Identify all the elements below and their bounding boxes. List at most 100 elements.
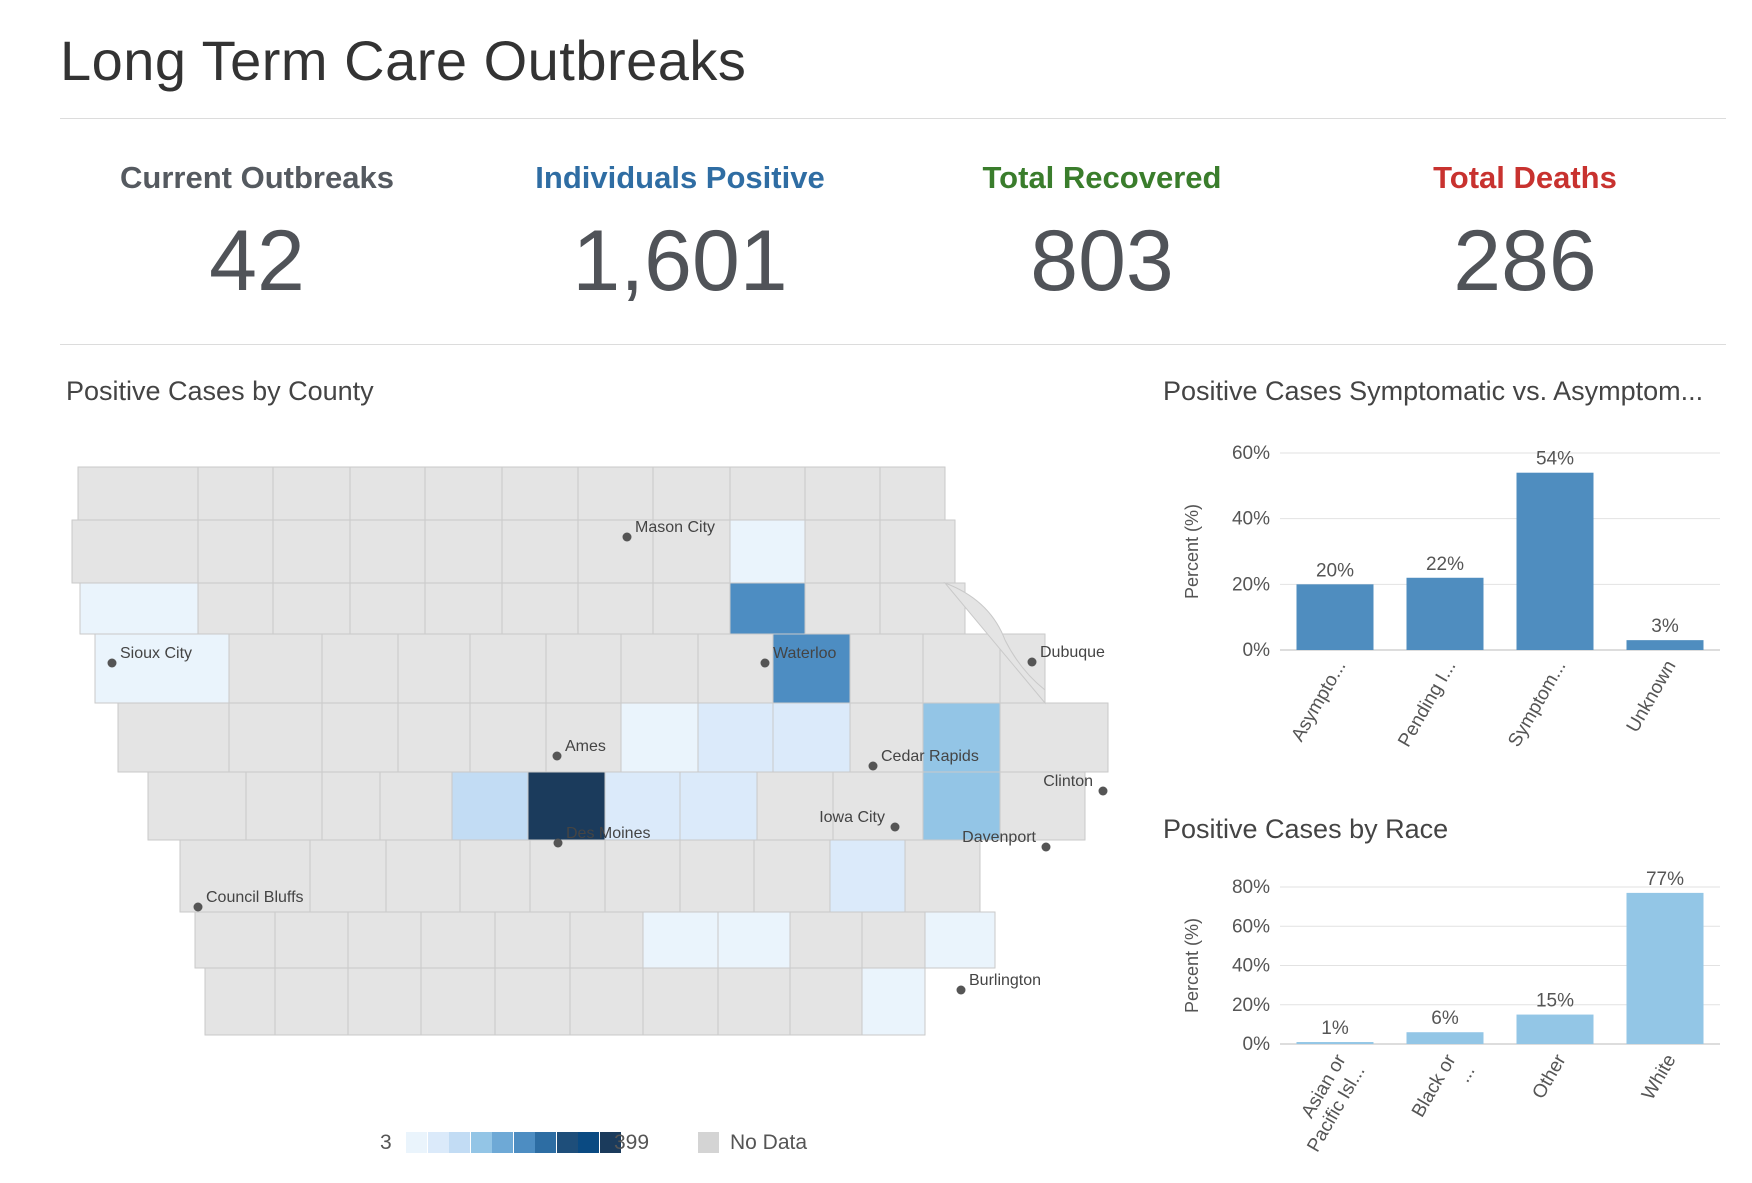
county[interactable] — [194, 911, 276, 969]
county[interactable] — [179, 839, 311, 913]
county[interactable] — [756, 771, 834, 841]
county[interactable] — [652, 519, 731, 584]
county[interactable] — [420, 967, 496, 1036]
county[interactable] — [569, 911, 644, 969]
city-marker[interactable]: Iowa City — [819, 809, 900, 832]
county[interactable] — [349, 519, 426, 584]
county[interactable] — [501, 466, 579, 521]
county[interactable] — [879, 466, 946, 521]
bar[interactable] — [1406, 1032, 1484, 1044]
county[interactable] — [753, 839, 831, 913]
county[interactable] — [697, 633, 774, 704]
county[interactable] — [545, 633, 622, 704]
bar[interactable] — [1626, 892, 1704, 1044]
county[interactable] — [347, 911, 422, 969]
county[interactable] — [397, 702, 471, 773]
county[interactable] — [117, 702, 230, 773]
county[interactable] — [77, 466, 199, 521]
city-marker[interactable]: Dubuque — [1027, 644, 1106, 667]
county[interactable] — [804, 582, 881, 635]
county[interactable] — [424, 519, 503, 584]
county[interactable] — [274, 967, 349, 1036]
county[interactable] — [772, 633, 851, 704]
county[interactable] — [804, 466, 881, 521]
county[interactable] — [729, 466, 806, 521]
county[interactable] — [272, 466, 351, 521]
county[interactable] — [879, 519, 956, 584]
bar[interactable] — [1516, 1014, 1594, 1044]
city-marker[interactable]: Des Moines — [553, 825, 651, 848]
county[interactable] — [309, 839, 387, 913]
county[interactable] — [943, 581, 1046, 705]
county[interactable] — [577, 519, 654, 584]
bar[interactable] — [1296, 584, 1374, 650]
county[interactable] — [849, 633, 924, 704]
county[interactable] — [424, 582, 503, 635]
county[interactable] — [228, 633, 323, 704]
county[interactable] — [652, 582, 731, 635]
county[interactable] — [321, 771, 381, 841]
county[interactable] — [321, 633, 399, 704]
county[interactable] — [604, 771, 681, 841]
county[interactable] — [642, 911, 719, 969]
city-marker[interactable]: Mason City — [622, 519, 716, 542]
county[interactable] — [924, 911, 996, 969]
county[interactable] — [620, 633, 699, 704]
county[interactable] — [829, 839, 906, 913]
county[interactable] — [789, 911, 863, 969]
county[interactable] — [729, 519, 806, 584]
county[interactable] — [197, 466, 274, 521]
city-marker[interactable]: Sioux City — [107, 645, 193, 668]
county[interactable] — [204, 967, 276, 1036]
county[interactable] — [999, 771, 1086, 841]
county[interactable] — [349, 466, 426, 521]
bar[interactable] — [1296, 1042, 1374, 1044]
county[interactable] — [245, 771, 323, 841]
city-marker[interactable]: Ames — [552, 738, 606, 761]
county[interactable] — [529, 839, 606, 913]
county[interactable] — [849, 702, 924, 773]
county[interactable] — [922, 633, 1001, 704]
county[interactable] — [197, 582, 274, 635]
county[interactable] — [620, 702, 699, 773]
city-marker[interactable]: Davenport — [962, 829, 1051, 852]
county[interactable] — [347, 967, 422, 1036]
county[interactable] — [922, 771, 1001, 841]
city-marker[interactable]: Waterloo — [760, 645, 837, 668]
county[interactable] — [717, 911, 791, 969]
county-map[interactable]: Mason City Sioux City Waterloo Dubuque Ames C… — [0, 0, 1130, 1183]
county[interactable] — [642, 967, 719, 1036]
county[interactable] — [385, 839, 461, 913]
county[interactable] — [420, 911, 496, 969]
county[interactable] — [577, 466, 654, 521]
city-marker[interactable]: Clinton — [1043, 773, 1108, 796]
county[interactable] — [679, 839, 755, 913]
county[interactable] — [861, 967, 926, 1036]
county[interactable] — [804, 519, 881, 584]
county[interactable] — [274, 911, 349, 969]
county[interactable] — [228, 702, 323, 773]
county[interactable] — [697, 702, 774, 773]
county[interactable] — [197, 519, 274, 584]
county[interactable] — [469, 633, 547, 704]
county[interactable] — [879, 582, 966, 635]
county[interactable] — [349, 582, 426, 635]
county[interactable] — [861, 911, 926, 969]
county[interactable] — [789, 967, 863, 1036]
county[interactable] — [379, 771, 453, 841]
county[interactable] — [321, 702, 399, 773]
county[interactable] — [94, 633, 230, 704]
county[interactable] — [272, 519, 351, 584]
county[interactable] — [717, 967, 791, 1036]
county[interactable] — [494, 967, 571, 1036]
county[interactable] — [569, 967, 644, 1036]
county[interactable] — [469, 702, 547, 773]
county[interactable] — [424, 466, 503, 521]
bar[interactable] — [1626, 640, 1704, 650]
county[interactable] — [459, 839, 531, 913]
county[interactable] — [501, 582, 579, 635]
bar[interactable] — [1516, 472, 1594, 650]
county[interactable] — [604, 839, 681, 913]
county[interactable] — [904, 839, 981, 913]
county[interactable] — [772, 702, 851, 773]
